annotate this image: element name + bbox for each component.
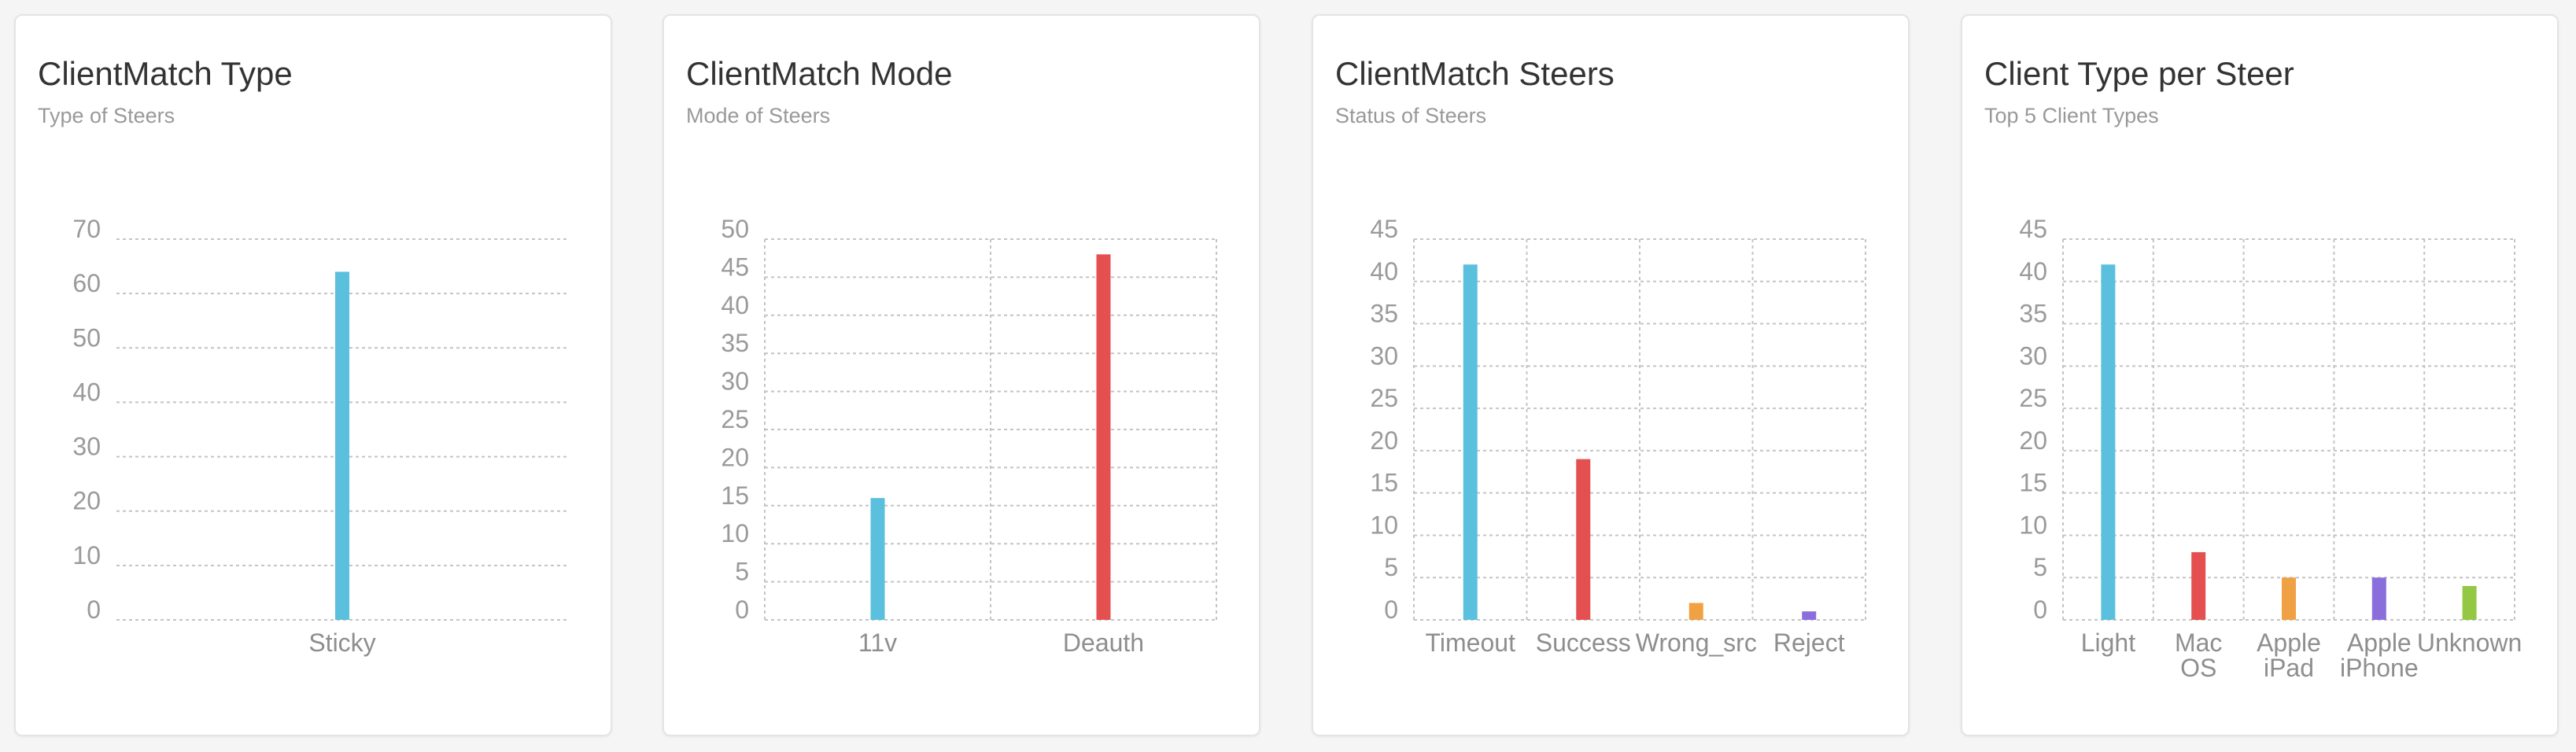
bar-mac-os [2191,551,2206,620]
card-client-type-per-steer: Client Type per Steer Top 5 Client Types… [1961,14,2559,736]
y-tick-label: 0 [735,595,749,624]
y-tick-label: 35 [721,329,749,357]
y-tick-label: 40 [2019,257,2047,286]
y-tick-label: 45 [721,253,749,281]
y-tick-label: 45 [2019,215,2047,243]
y-tick-label: 5 [735,558,749,586]
y-tick-label: 5 [1384,553,1398,581]
x-category-label: Deauth [1063,629,1144,657]
y-tick-label: 40 [72,378,101,406]
card-subtitle: Type of Steers [38,104,175,127]
card-title: ClientMatch Type [38,55,293,92]
card-title: ClientMatch Mode [686,55,953,92]
bar-wrong-src [1688,603,1703,620]
y-tick-label: 15 [2019,469,2047,497]
y-tick-label: 10 [1370,511,1398,539]
y-tick-label: 30 [72,433,101,461]
card-clientmatch-mode: ClientMatch Mode Mode of Steers 0 5 10 15 20… [662,14,1260,736]
bar-timeout [1463,264,1478,620]
x-category-label: Unknown [2417,629,2522,657]
y-tick-label: 0 [87,595,101,624]
bar-apple-iphone [2371,577,2386,620]
y-tick-label: 15 [1370,469,1398,497]
x-category-label: 11v [858,629,897,657]
y-tick-label: 30 [721,367,749,396]
y-tick-label: 15 [721,481,749,510]
x-category-label: Apple iPad [2257,629,2321,682]
card-clientmatch-type: ClientMatch Type Type of Steers 0 10 20 30 4… [14,14,612,736]
x-category-label: Apple iPhone [2340,629,2419,682]
bar-apple-ipad [2282,577,2296,620]
bar-deauth [1096,254,1111,620]
x-category-label: Success [1536,629,1631,657]
y-tick-label: 20 [72,487,101,515]
card-subtitle: Status of Steers [1335,104,1487,127]
y-tick-label: 20 [721,443,749,471]
y-tick-label: 25 [1370,384,1398,412]
bar-sticky [335,271,349,620]
y-tick-label: 50 [72,323,101,352]
x-category-label: Light [2081,629,2136,657]
y-tick-label: 10 [72,541,101,570]
y-tick-label: 20 [1370,426,1398,455]
card-title: ClientMatch Steers [1335,55,1615,92]
x-category-label: Reject [1773,629,1845,657]
chart-client-type-per-steer: 0 5 10 15 20 25 30 35 40 45 Light Mac OS Apple iPad App… [2019,215,2522,682]
y-tick-label: 45 [1370,215,1398,243]
y-tick-label: 5 [2033,553,2047,581]
y-tick-label: 50 [721,215,749,243]
y-tick-label: 25 [721,405,749,433]
card-subtitle: Top 5 Client Types [1984,104,2159,127]
x-category-label: Sticky [308,629,375,657]
x-category-label: Mac OS [2175,629,2222,682]
bar-unknown [2462,585,2477,620]
y-tick-label: 25 [2019,384,2047,412]
y-tick-label: 40 [721,291,749,319]
chart-clientmatch-mode: 0 5 10 15 20 25 30 35 40 45 50 11v Deauth [721,215,1217,657]
y-tick-label: 20 [2019,426,2047,455]
y-tick-label: 0 [1384,595,1398,624]
y-tick-label: 0 [2033,595,2047,624]
x-category-label: Wrong_src [1636,629,1757,657]
bar-light [2101,264,2116,620]
bar-11v [870,498,885,620]
chart-clientmatch-steers: 0 5 10 15 20 25 30 35 40 45 Timeout Success Wrong_sr… [1370,215,1866,657]
y-tick-label: 40 [1370,257,1398,286]
bar-success [1576,459,1591,620]
y-tick-label: 10 [2019,511,2047,539]
y-tick-label: 35 [2019,300,2047,328]
card-clientmatch-steers: ClientMatch Steers Status of Steers 0 5 10… [1312,14,1910,736]
x-category-label: Timeout [1426,629,1516,657]
card-subtitle: Mode of Steers [686,104,831,127]
y-tick-label: 10 [721,519,749,547]
card-title: Client Type per Steer [1984,55,2294,92]
y-tick-label: 60 [72,269,101,297]
y-tick-label: 70 [72,215,101,243]
y-tick-label: 30 [1370,341,1398,370]
y-tick-label: 35 [1370,300,1398,328]
y-tick-label: 30 [2019,341,2047,370]
chart-clientmatch-type: 0 10 20 30 40 50 60 70 Sticky [72,215,568,657]
bar-reject [1802,611,1817,620]
